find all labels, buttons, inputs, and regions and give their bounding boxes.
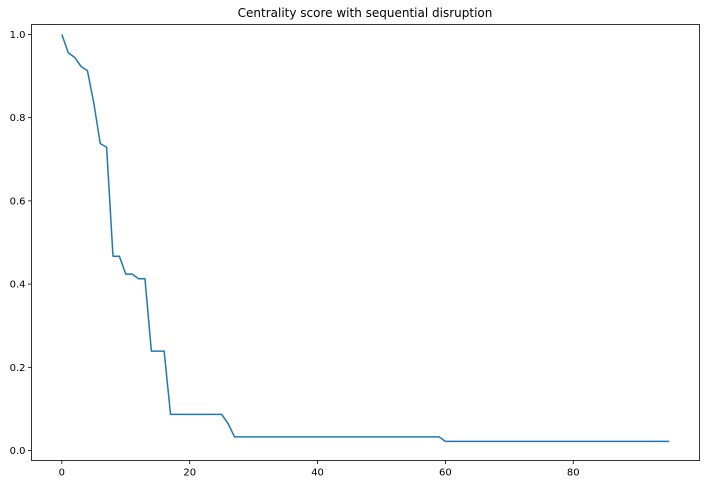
y-axis-ticks: 0.0 0.2 0.4 0.6 0.8 1.0	[10, 30, 32, 457]
x-axis-ticks: 0 20 40 60 80	[59, 460, 580, 479]
y-tick-label: 0.0	[10, 446, 26, 457]
plot-area-frame	[31, 24, 700, 461]
y-tick-label: 0.4	[10, 280, 26, 291]
x-tick-label: 80	[567, 468, 580, 479]
y-tick-label: 1.0	[10, 30, 26, 41]
x-tick-label: 20	[183, 468, 196, 479]
y-tick-label: 0.8	[10, 113, 26, 124]
y-tick-label: 0.6	[10, 196, 26, 207]
chart-title: Centrality score with sequential disrupt…	[238, 6, 493, 20]
series-layer	[61, 34, 670, 443]
y-tick-label: 0.2	[10, 363, 26, 374]
series-line	[61, 34, 670, 443]
x-tick-label: 0	[59, 468, 65, 479]
x-tick-label: 40	[311, 468, 324, 479]
x-tick-label: 60	[439, 468, 452, 479]
